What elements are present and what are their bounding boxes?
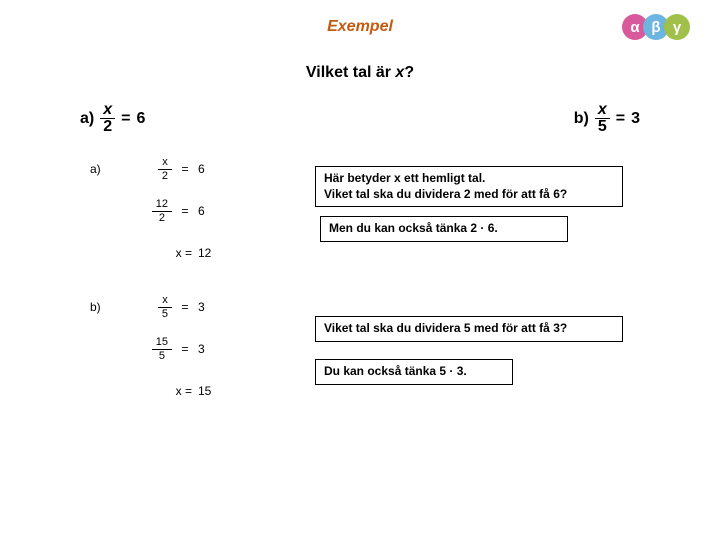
work-denominator: 5	[158, 308, 172, 320]
callout-1: Här betyder x ett hemligt tal. Viket tal…	[315, 166, 623, 207]
subtitle: Vilket tal är x?	[0, 64, 720, 82]
work-fraction: 155	[152, 337, 172, 362]
work-lhs: x =	[176, 384, 192, 398]
work-row-label: a)	[90, 162, 118, 176]
work-eq: =	[178, 342, 192, 356]
work-rhs: 3	[198, 342, 218, 356]
subtitle-var: x	[395, 64, 404, 81]
problem-a-denominator: 2	[100, 119, 115, 135]
work-numerator: x	[158, 295, 172, 308]
work-fraction: 122	[152, 199, 172, 224]
work-equation: 122 = 6	[118, 199, 218, 224]
work-numerator: x	[158, 157, 172, 170]
problem-a-fraction: x 2	[100, 102, 115, 135]
work-rhs: 3	[198, 300, 218, 314]
work-numerator: 15	[152, 337, 172, 350]
callout-1-line2: Viket tal ska du dividera 2 med för att …	[324, 187, 567, 201]
work-equation: x = 12	[118, 246, 218, 260]
work-denominator: 5	[155, 350, 169, 362]
work-eq: =	[178, 204, 192, 218]
work-rhs: 6	[198, 204, 218, 218]
problem-a-eq: =	[121, 110, 130, 128]
work-rhs: 12	[198, 246, 218, 260]
work-rhs: 15	[198, 384, 218, 398]
work-fraction: x5	[158, 295, 172, 320]
callout-1-line1: Här betyder x ett hemligt tal.	[324, 171, 485, 185]
work-equation: x5 = 3	[118, 295, 218, 320]
problem-a: a) x 2 = 6	[80, 102, 145, 135]
problem-a-rhs: 6	[136, 110, 145, 128]
callout-4: Du kan också tänka 5 · 3.	[315, 359, 513, 385]
problem-a-label: a)	[80, 110, 94, 128]
work-eq: =	[178, 162, 192, 176]
problem-row: a) x 2 = 6 b) x 5 = 3	[0, 102, 720, 135]
problem-b-fraction: x 5	[595, 102, 610, 135]
problem-b: b) x 5 = 3	[574, 102, 640, 135]
work-row-label: b)	[90, 300, 118, 314]
work-equation: x = 15	[118, 384, 218, 398]
problem-b-label: b)	[574, 110, 589, 128]
problem-a-numerator: x	[100, 102, 115, 119]
problem-b-eq: =	[616, 110, 625, 128]
work-equation: 155 = 3	[118, 337, 218, 362]
work-equation: x2 = 6	[118, 157, 218, 182]
problem-b-rhs: 3	[631, 110, 640, 128]
work-lhs: x =	[176, 246, 192, 260]
work-fraction: x2	[158, 157, 172, 182]
subtitle-prefix: Vilket tal är	[306, 64, 396, 81]
work-row: x = 12	[90, 239, 720, 267]
callout-3: Viket tal ska du dividera 5 med för att …	[315, 316, 623, 342]
work-eq: =	[178, 300, 192, 314]
subtitle-suffix: ?	[404, 64, 414, 81]
work-denominator: 2	[155, 212, 169, 224]
work-numerator: 12	[152, 199, 172, 212]
problem-b-denominator: 5	[595, 119, 610, 135]
problem-b-numerator: x	[595, 102, 610, 119]
logo: α β γ	[627, 14, 690, 40]
work-rhs: 6	[198, 162, 218, 176]
page-title: Exempel	[0, 0, 720, 36]
logo-gamma: γ	[664, 14, 690, 40]
work-denominator: 2	[158, 170, 172, 182]
callout-2: Men du kan också tänka 2 · 6.	[320, 216, 568, 242]
